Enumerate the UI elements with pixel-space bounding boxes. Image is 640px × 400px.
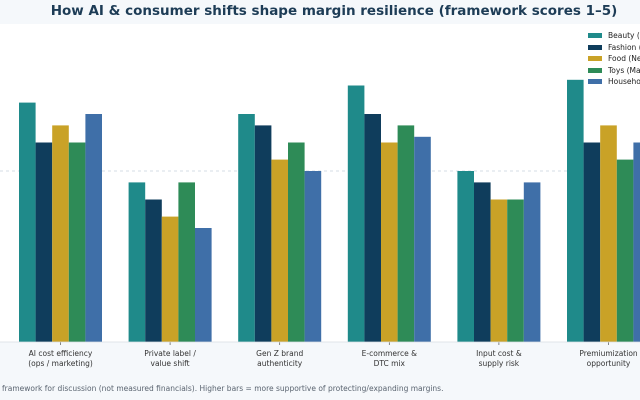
x-tick-label: Private label / value shift <box>144 349 196 368</box>
legend-item: Househo <box>584 76 640 87</box>
bar-1-4 <box>195 228 212 342</box>
bar-2-0 <box>238 114 255 342</box>
legend-swatch <box>588 56 602 61</box>
footnote: framework for discussion (not measured f… <box>2 384 444 393</box>
bars-group <box>19 79 640 343</box>
legend-item: Toys (Ma <box>584 65 640 76</box>
bar-2-1 <box>254 125 272 343</box>
legend-item: Fashion ( <box>584 42 640 53</box>
bar-1-2 <box>161 216 179 342</box>
bar-3-4 <box>414 136 431 342</box>
bar-4-1 <box>474 182 491 342</box>
bar-4-0 <box>457 171 474 342</box>
bar-0-1 <box>35 142 53 342</box>
bar-0-0 <box>19 102 36 342</box>
bar-2-2 <box>271 159 288 342</box>
x-tick-label: AI cost efficiency (ops / marketing) <box>28 349 93 368</box>
bar-2-3 <box>288 142 305 342</box>
legend-label: Beauty ( <box>608 31 640 40</box>
bar-4-2 <box>490 199 508 342</box>
legend-swatch <box>588 79 602 84</box>
bar-4-4 <box>523 182 541 342</box>
bar-3-3 <box>397 125 415 343</box>
bar-1-0 <box>128 182 146 342</box>
bar-0-2 <box>52 125 69 343</box>
legend-swatch <box>588 67 602 73</box>
bar-5-2 <box>600 125 617 343</box>
bar-1-1 <box>145 199 162 342</box>
x-tick-label: Input cost & supply risk <box>476 349 522 368</box>
bar-0-4 <box>85 114 102 342</box>
bar-0-3 <box>68 142 86 342</box>
legend-item: Beauty ( <box>584 30 640 41</box>
bar-4-3 <box>507 199 524 342</box>
x-tick-labels: AI cost efficiency (ops / marketing) Priva… <box>28 342 638 368</box>
bar-3-1 <box>364 114 381 342</box>
chart-title: How AI & consumer shifts shape margin re… <box>50 3 618 19</box>
legend-label: Toys (Ma <box>608 65 640 75</box>
legend-swatch <box>588 44 602 50</box>
legend-item: Food (Ne <box>584 53 640 64</box>
bar-2-4 <box>304 171 322 342</box>
bar-1-3 <box>178 182 195 342</box>
bar-5-0 <box>567 79 584 343</box>
x-tick-label: E-commerce & DTC mix <box>362 349 417 368</box>
bar-5-1 <box>583 142 601 342</box>
x-tick-label: Premiumization opportunity <box>579 349 638 368</box>
legend-label: Fashion ( <box>608 42 640 52</box>
x-tick-label: Gen Z brand authenticity <box>256 349 303 368</box>
legend-label: Househo <box>608 77 640 86</box>
bar-5-3 <box>616 159 634 342</box>
bar-5-4 <box>633 142 640 342</box>
legend: Beauty ( Fashion ( Food (Ne Toys (Ma Househo <box>584 30 640 88</box>
legend-swatch <box>588 33 602 38</box>
bar-3-0 <box>347 85 365 342</box>
bar-3-2 <box>381 142 398 342</box>
legend-label: Food (Ne <box>608 54 640 63</box>
